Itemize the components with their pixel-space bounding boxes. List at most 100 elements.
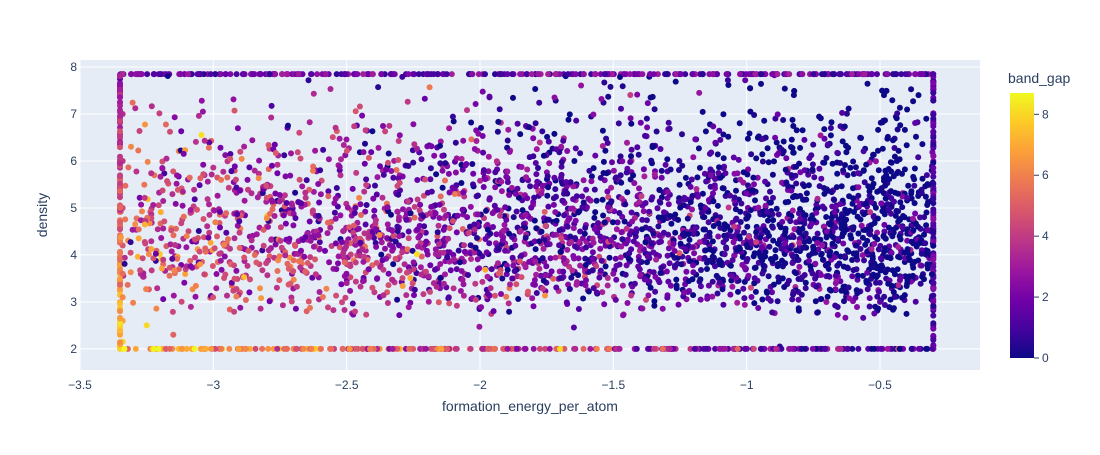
data-point[interactable] (725, 82, 732, 88)
data-point[interactable] (758, 80, 764, 87)
data-point[interactable] (213, 285, 220, 292)
data-point[interactable] (380, 292, 387, 299)
data-point[interactable] (855, 230, 862, 237)
data-point[interactable] (590, 285, 597, 292)
data-point[interactable] (719, 185, 726, 192)
data-point[interactable] (590, 111, 597, 118)
data-point[interactable] (572, 243, 578, 250)
data-point[interactable] (782, 240, 788, 246)
data-point[interactable] (616, 261, 623, 268)
data-point[interactable] (810, 141, 817, 148)
data-point[interactable] (374, 275, 381, 282)
data-point[interactable] (405, 228, 412, 235)
data-point[interactable] (809, 166, 816, 173)
data-point[interactable] (199, 108, 206, 115)
data-point[interactable] (460, 137, 467, 144)
data-point[interactable] (821, 205, 828, 212)
data-point[interactable] (362, 221, 369, 228)
data-point[interactable] (745, 272, 752, 279)
data-point[interactable] (599, 127, 606, 134)
data-point[interactable] (494, 128, 501, 135)
data-point[interactable] (454, 212, 461, 219)
data-point[interactable] (538, 228, 545, 235)
data-point[interactable] (599, 196, 606, 203)
data-point[interactable] (422, 240, 428, 247)
data-point[interactable] (231, 275, 238, 282)
data-point[interactable] (532, 281, 538, 288)
data-point[interactable] (725, 133, 732, 140)
data-point[interactable] (661, 209, 667, 216)
data-point[interactable] (824, 293, 831, 300)
data-point[interactable] (552, 71, 559, 78)
data-point[interactable] (730, 154, 737, 161)
data-point[interactable] (824, 141, 831, 148)
data-point[interactable] (847, 164, 854, 171)
data-point[interactable] (443, 71, 450, 78)
data-point[interactable] (896, 345, 903, 352)
data-point[interactable] (294, 149, 301, 156)
data-point[interactable] (543, 272, 549, 279)
data-point[interactable] (904, 194, 911, 201)
data-point[interactable] (276, 198, 283, 205)
data-point[interactable] (461, 242, 467, 249)
data-point[interactable] (260, 242, 267, 249)
data-point[interactable] (352, 204, 359, 211)
data-point[interactable] (917, 71, 924, 78)
data-point[interactable] (865, 183, 872, 190)
data-point[interactable] (564, 246, 571, 253)
data-point[interactable] (599, 143, 606, 149)
data-point[interactable] (808, 220, 815, 227)
data-point[interactable] (160, 225, 167, 232)
data-point[interactable] (356, 194, 363, 201)
data-point[interactable] (719, 286, 726, 293)
data-point[interactable] (343, 280, 350, 287)
data-point[interactable] (793, 247, 800, 254)
data-point[interactable] (782, 225, 789, 232)
data-point[interactable] (394, 183, 401, 189)
data-point[interactable] (256, 157, 263, 164)
data-point[interactable] (482, 176, 489, 183)
data-point[interactable] (649, 194, 656, 201)
data-point[interactable] (733, 215, 740, 222)
data-point[interactable] (231, 235, 238, 242)
data-point[interactable] (789, 296, 796, 303)
data-point[interactable] (603, 170, 610, 177)
data-point[interactable] (542, 345, 549, 352)
data-point[interactable] (715, 220, 722, 227)
data-point[interactable] (720, 301, 727, 308)
data-point[interactable] (747, 284, 754, 291)
data-point[interactable] (392, 238, 399, 245)
data-point[interactable] (469, 71, 476, 78)
data-point[interactable] (797, 206, 803, 212)
data-point[interactable] (570, 225, 577, 232)
data-point[interactable] (930, 173, 937, 180)
data-point[interactable] (569, 205, 576, 212)
data-point[interactable] (597, 267, 604, 274)
data-point[interactable] (860, 314, 867, 321)
data-point[interactable] (379, 257, 386, 264)
data-point[interactable] (117, 204, 123, 211)
data-point[interactable] (628, 209, 635, 216)
data-point[interactable] (572, 145, 579, 152)
data-point[interactable] (889, 282, 895, 289)
data-point[interactable] (437, 275, 444, 281)
data-point[interactable] (606, 254, 613, 261)
data-point[interactable] (697, 296, 704, 303)
data-point[interactable] (910, 98, 917, 105)
data-point[interactable] (137, 217, 144, 224)
data-point[interactable] (842, 314, 849, 321)
data-point[interactable] (918, 250, 925, 257)
data-point[interactable] (539, 182, 546, 189)
data-point[interactable] (380, 123, 386, 129)
data-point[interactable] (923, 222, 930, 229)
data-point[interactable] (288, 150, 294, 157)
data-point[interactable] (762, 249, 769, 255)
data-point[interactable] (460, 281, 467, 288)
data-point[interactable] (415, 243, 421, 250)
data-point[interactable] (562, 188, 569, 195)
data-point[interactable] (887, 296, 894, 303)
data-point[interactable] (816, 165, 823, 172)
data-point[interactable] (666, 345, 673, 352)
data-point[interactable] (818, 250, 825, 257)
data-point[interactable] (403, 162, 410, 169)
